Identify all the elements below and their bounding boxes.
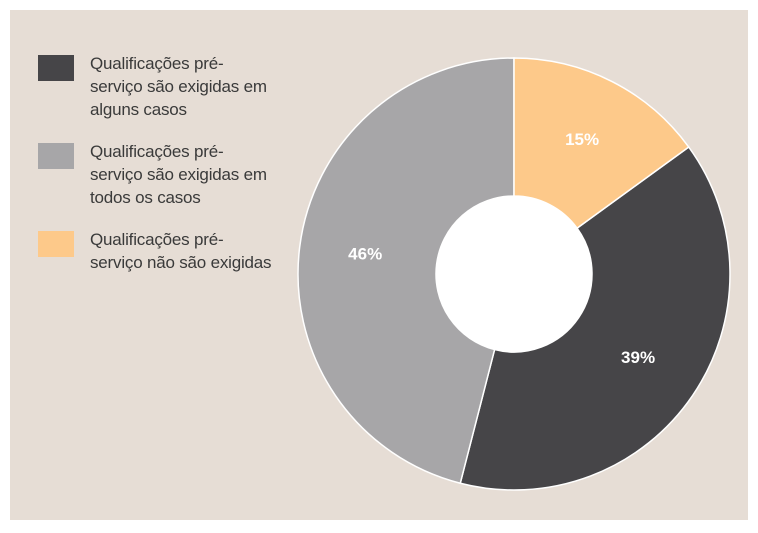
data-label: 39%	[621, 348, 655, 367]
legend-item: Qualificações pré-serviço não são exigid…	[38, 230, 275, 274]
donut-hole	[436, 196, 592, 352]
data-label: 15%	[565, 130, 599, 149]
legend-label: Qualificações pré-serviço são exigidas e…	[90, 54, 267, 119]
legend-swatch	[38, 55, 74, 81]
legend: Qualificações pré-serviço são exigidas e…	[38, 54, 275, 296]
legend-label: Qualificações pré-serviço não são exigid…	[90, 230, 272, 272]
legend-item: Qualificações pré-serviço são exigidas e…	[38, 54, 275, 121]
legend-item: Qualificações pré-serviço são exigidas e…	[38, 142, 275, 209]
legend-swatch	[38, 231, 74, 257]
legend-label: Qualificações pré-serviço são exigidas e…	[90, 142, 267, 207]
data-label: 46%	[348, 245, 382, 264]
legend-swatch	[38, 143, 74, 169]
